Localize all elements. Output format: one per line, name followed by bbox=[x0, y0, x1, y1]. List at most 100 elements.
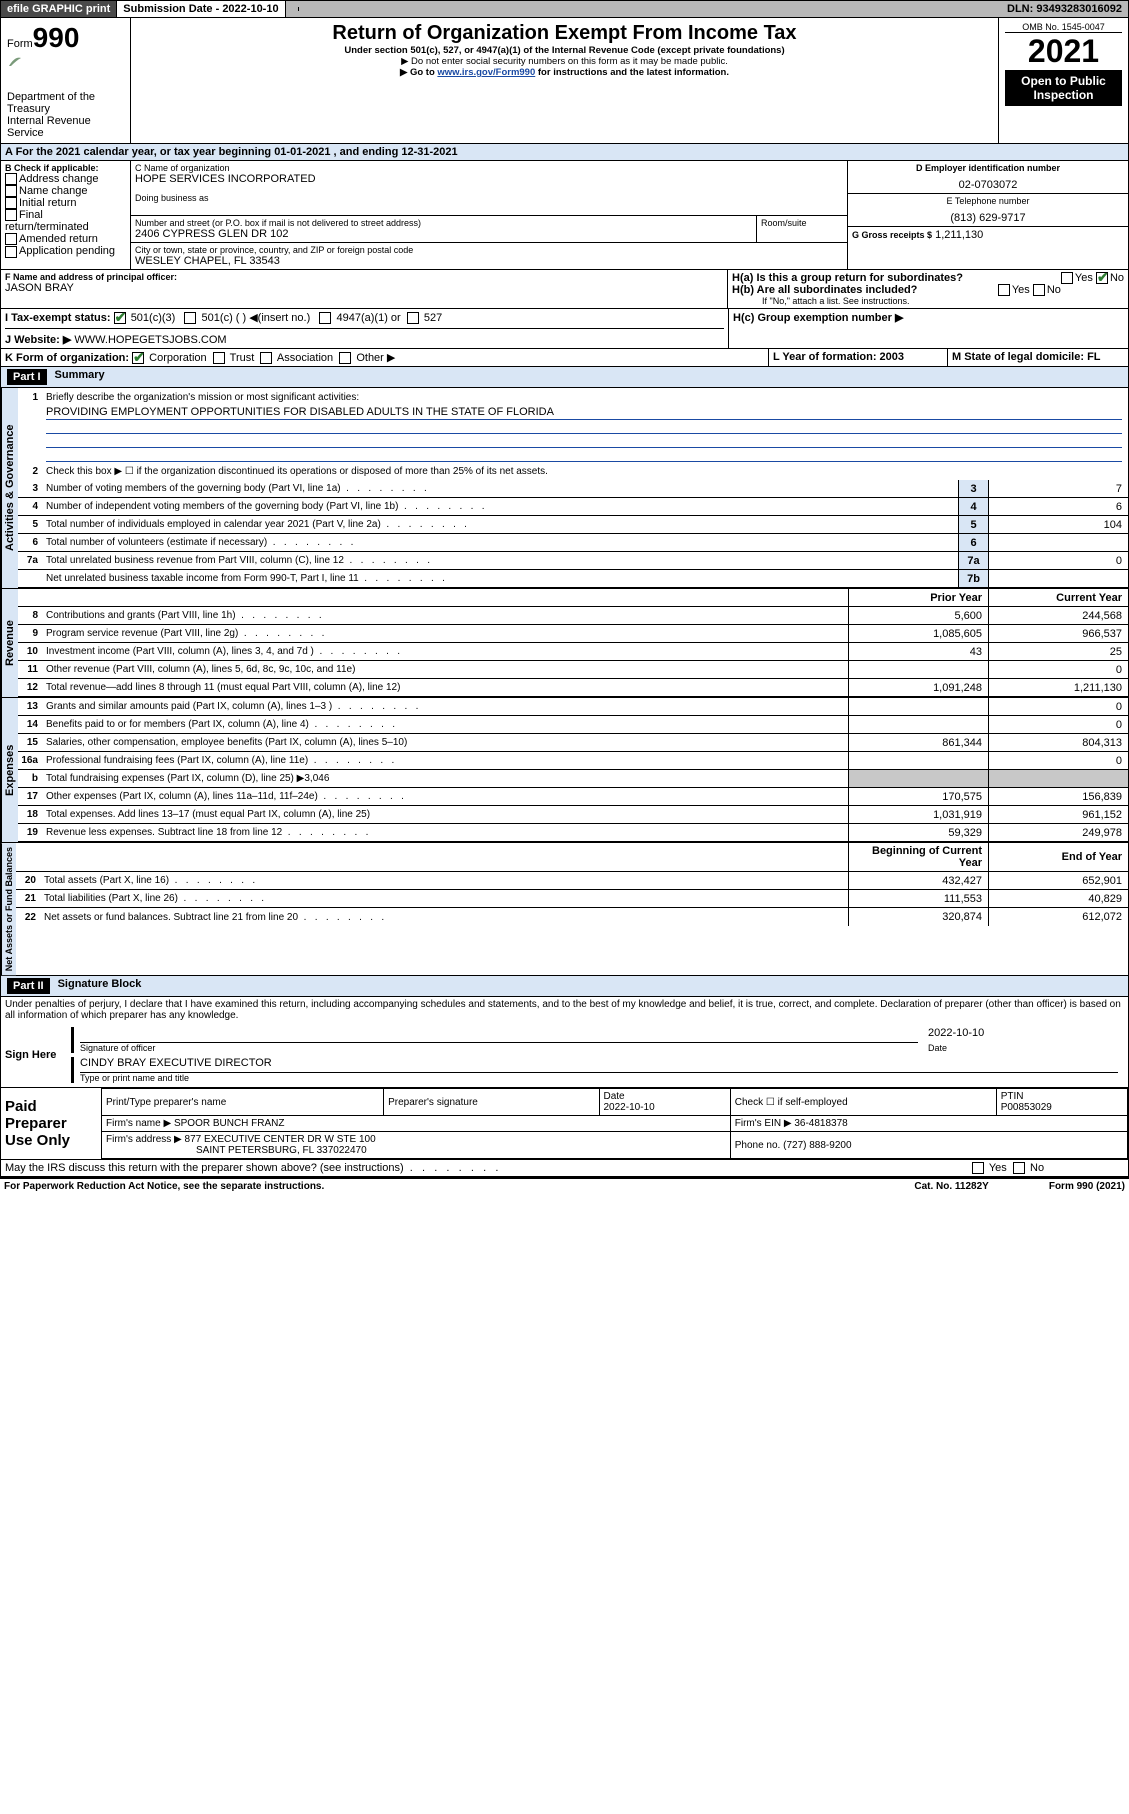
efile-btn[interactable]: efile GRAPHIC print bbox=[1, 1, 117, 17]
p8: 5,600 bbox=[848, 607, 988, 624]
sig-field[interactable] bbox=[80, 1027, 918, 1043]
section-ij: I Tax-exempt status: 501(c)(3) 501(c) ( … bbox=[0, 309, 1129, 349]
sub3-pre: ▶ Go to bbox=[400, 67, 437, 78]
section-klm: K Form of organization: Corporation Trus… bbox=[0, 349, 1129, 367]
discuss-text: May the IRS discuss this return with the… bbox=[5, 1162, 498, 1174]
form-num: 990 bbox=[33, 22, 80, 53]
chk-assoc[interactable] bbox=[260, 352, 272, 364]
line-a-text: A For the 2021 calendar year, or tax yea… bbox=[1, 144, 462, 160]
firm-name: SPOOR BUNCH FRANZ bbox=[174, 1118, 285, 1129]
l-label: L Year of formation: 2003 bbox=[773, 351, 904, 363]
c16b bbox=[988, 770, 1128, 787]
ein: 02-0703072 bbox=[852, 179, 1124, 191]
l14: Benefits paid to or for members (Part IX… bbox=[42, 717, 848, 732]
opt-final: Final return/terminated bbox=[5, 209, 89, 233]
netassets-section: Net Assets or Fund Balances Beginning of… bbox=[0, 842, 1129, 976]
l13: Grants and similar amounts paid (Part IX… bbox=[42, 699, 848, 714]
chk-527[interactable] bbox=[407, 312, 419, 324]
trust: Trust bbox=[230, 352, 255, 364]
l15: Salaries, other compensation, employee b… bbox=[42, 735, 848, 750]
p13 bbox=[848, 698, 988, 715]
p10: 43 bbox=[848, 643, 988, 660]
p9: 1,085,605 bbox=[848, 625, 988, 642]
part2-bar: Part II bbox=[7, 978, 50, 994]
chk-501c[interactable] bbox=[184, 312, 196, 324]
l7b-desc: Net unrelated business taxable income fr… bbox=[42, 571, 958, 586]
j-label: J Website: ▶ bbox=[5, 334, 71, 346]
street-addr: 2406 CYPRESS GLEN DR 102 bbox=[135, 228, 752, 240]
c16a: 0 bbox=[988, 752, 1128, 769]
k-label: K Form of organization: bbox=[5, 352, 129, 364]
room-label: Room/suite bbox=[761, 218, 843, 228]
b-label: B Check if applicable: bbox=[5, 163, 126, 173]
v7a: 0 bbox=[988, 552, 1128, 569]
c17: 156,839 bbox=[988, 788, 1128, 805]
v6 bbox=[988, 534, 1128, 551]
firm-row: Firm's name ▶ SPOOR BUNCH FRANZ Firm's E… bbox=[102, 1116, 1128, 1132]
form990-link[interactable]: www.irs.gov/Form990 bbox=[437, 67, 535, 78]
i-row: I Tax-exempt status: 501(c)(3) 501(c) ( … bbox=[5, 311, 724, 329]
discuss-no[interactable] bbox=[1013, 1162, 1025, 1174]
form-number: Form990 bbox=[7, 22, 124, 54]
p12: 1,091,248 bbox=[848, 679, 988, 696]
ha-no[interactable] bbox=[1096, 272, 1108, 284]
hb: H(b) Are all subordinates included? Yes … bbox=[732, 284, 1124, 296]
v7b bbox=[988, 570, 1128, 587]
opt-app: Application pending bbox=[19, 245, 115, 257]
chk-final[interactable]: Final return/terminated bbox=[5, 209, 126, 233]
sign-here-label: Sign Here bbox=[1, 1023, 61, 1087]
mission-4 bbox=[46, 448, 1122, 462]
l5-desc: Total number of individuals employed in … bbox=[42, 517, 958, 532]
dba-val bbox=[135, 203, 843, 213]
l12: Total revenue—add lines 8 through 11 (mu… bbox=[42, 680, 848, 695]
org-name: HOPE SERVICES INCORPORATED bbox=[135, 173, 843, 185]
chk-addr[interactable]: Address change bbox=[5, 173, 126, 185]
chk-corp[interactable] bbox=[132, 352, 144, 364]
tax-year: 2021 bbox=[1005, 33, 1122, 70]
ha-yes[interactable] bbox=[1061, 272, 1073, 284]
p15: 861,344 bbox=[848, 734, 988, 751]
chk-501c3[interactable] bbox=[114, 312, 126, 324]
dept: Department of the Treasury bbox=[7, 91, 124, 115]
l2-desc: Check this box ▶ ☐ if the organization d… bbox=[42, 464, 1128, 479]
hb-yes[interactable] bbox=[998, 284, 1010, 296]
firm-addr1: 877 EXECUTIVE CENTER DR W STE 100 bbox=[185, 1134, 376, 1145]
discuss-yes[interactable] bbox=[972, 1162, 984, 1174]
hc: H(c) Group exemption number ▶ bbox=[733, 311, 1124, 324]
section-bcdefg: B Check if applicable: Address change Na… bbox=[0, 161, 1129, 270]
irs: Internal Revenue Service bbox=[7, 115, 124, 139]
prep-h5: PTINP00853029 bbox=[996, 1089, 1127, 1116]
end-hdr: End of Year bbox=[988, 843, 1128, 871]
l20: Total assets (Part X, line 16) bbox=[40, 873, 848, 888]
chk-other[interactable] bbox=[339, 352, 351, 364]
p17: 170,575 bbox=[848, 788, 988, 805]
addr-label: Number and street (or P.O. box if mail i… bbox=[135, 218, 752, 228]
501c3: 501(c)(3) bbox=[131, 312, 176, 324]
chk-app[interactable]: Application pending bbox=[5, 245, 126, 257]
hb-no[interactable] bbox=[1033, 284, 1045, 296]
form-ref: Form 990 (2021) bbox=[1049, 1181, 1125, 1192]
begin-hdr: Beginning of Current Year bbox=[848, 843, 988, 871]
chk-init[interactable]: Initial return bbox=[5, 197, 126, 209]
chk-amend[interactable]: Amended return bbox=[5, 233, 126, 245]
p20: 432,427 bbox=[848, 872, 988, 889]
c12: 1,211,130 bbox=[988, 679, 1128, 696]
chk-4947[interactable] bbox=[319, 312, 331, 324]
ein-label: Firm's EIN ▶ bbox=[735, 1118, 792, 1129]
v4: 6 bbox=[988, 498, 1128, 515]
p11 bbox=[848, 661, 988, 678]
hb-text: H(b) Are all subordinates included? bbox=[732, 284, 917, 296]
e-label: E Telephone number bbox=[852, 196, 1124, 206]
firmaddr-row: Firm's address ▶ 877 EXECUTIVE CENTER DR… bbox=[102, 1132, 1128, 1159]
officer-name: JASON BRAY bbox=[5, 282, 723, 294]
prep-h2: Preparer's signature bbox=[384, 1089, 599, 1116]
opt-init: Initial return bbox=[19, 197, 76, 209]
discuss-row: May the IRS discuss this return with the… bbox=[0, 1160, 1129, 1177]
city-label: City or town, state or province, country… bbox=[135, 245, 843, 255]
declaration: Under penalties of perjury, I declare th… bbox=[0, 997, 1129, 1023]
part2-title: Signature Block bbox=[50, 978, 142, 994]
sub3-post: for instructions and the latest informat… bbox=[535, 67, 729, 78]
city-val: WESLEY CHAPEL, FL 33543 bbox=[135, 255, 843, 267]
chk-name[interactable]: Name change bbox=[5, 185, 126, 197]
chk-trust[interactable] bbox=[213, 352, 225, 364]
